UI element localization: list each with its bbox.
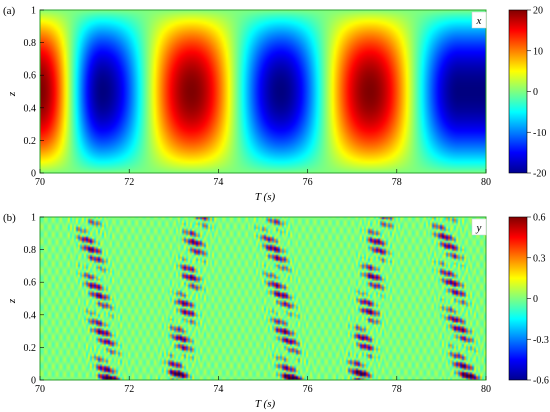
x-tick-label-a-2: 74 <box>213 177 223 188</box>
y-axis-a: 0 0.2 0.4 0.6 0.8 1 <box>24 6 44 180</box>
legend-box-b <box>471 218 487 236</box>
y-tick-label-a-4: 0.8 <box>24 38 37 49</box>
colorbar-tick-label-a-4: -20 <box>533 169 546 180</box>
x-tick-label-a-1: 72 <box>124 177 134 188</box>
x-tick-label-a-5: 80 <box>481 177 491 188</box>
y-tick-label-b-0: 0 <box>31 376 36 387</box>
y-tick-label-b-3: 0.6 <box>24 278 37 289</box>
y-tick-label-a-1: 0.2 <box>24 136 37 147</box>
x-axis-label-b: T (s) <box>255 398 276 410</box>
legend-label-b: y <box>476 222 482 234</box>
colorbar-ticks-b: 0.6 0.3 0 -0.3 -0.6 <box>527 213 549 387</box>
y-axis-label-b: z <box>6 298 18 304</box>
colorbar-tick-label-b-0: 0.6 <box>533 213 546 224</box>
x-tick-label-b-5: 80 <box>481 384 491 395</box>
y-tick-label-a-5: 1 <box>31 6 36 17</box>
y-tick-label-a-3: 0.6 <box>24 71 37 82</box>
colorbar-tick-label-b-4: -0.6 <box>533 376 549 387</box>
colorbar-tick-label-a-0: 20 <box>533 6 543 17</box>
y-tick-label-b-4: 0.8 <box>24 245 37 256</box>
plot-frame-a <box>39 9 487 174</box>
x-tick-label-b-0: 70 <box>35 384 45 395</box>
panel-label-a: (a) <box>3 5 16 17</box>
x-tick-label-a-3: 76 <box>303 177 313 188</box>
legend-box-a <box>471 11 487 29</box>
x-axis-b: 70 72 74 76 78 80 <box>35 376 491 395</box>
x-tick-label-b-3: 76 <box>303 384 313 395</box>
y-axis-label-a: z <box>6 91 18 97</box>
y-tick-label-b-1: 0.2 <box>24 343 37 354</box>
colorbar-tick-label-a-3: -10 <box>533 128 546 139</box>
x-tick-label-b-4: 78 <box>392 384 402 395</box>
panel-b: (b) 70 72 74 76 78 80 00.20.40.60.81 z T (s) … <box>3 212 549 410</box>
colorbar-a <box>508 9 528 174</box>
colorbar-tick-label-b-2: 0 <box>533 294 538 305</box>
y-tick-label-a-2: 0.4 <box>24 103 37 114</box>
x-axis-label-a: T (s) <box>255 191 276 203</box>
panel-label-b: (b) <box>3 212 16 224</box>
x-tick-label-a-4: 78 <box>392 177 402 188</box>
y-tick-label-b-5: 1 <box>31 213 36 224</box>
colorbar-ticks-a: 20 10 0 -10 -20 <box>527 6 546 180</box>
y-tick-label-a-0: 0 <box>31 169 36 180</box>
plot-frame-b <box>39 216 487 381</box>
x-axis-a: 70 72 74 76 78 80 <box>35 169 491 188</box>
heatmap-b <box>40 217 486 380</box>
colorbar-b <box>508 216 528 381</box>
legend-label-a: x <box>476 15 482 27</box>
colorbar-tick-label-a-1: 10 <box>533 46 543 57</box>
colorbar-tick-label-b-1: 0.3 <box>533 253 546 264</box>
x-tick-label-b-1: 72 <box>124 384 134 395</box>
y-axis-b: 0 0.2 0.4 0.6 0.8 1 <box>24 213 44 387</box>
colorbar-tick-label-a-2: 0 <box>533 87 538 98</box>
heatmap-a <box>40 10 486 173</box>
x-tick-label-a-0: 70 <box>35 177 45 188</box>
y-tick-label-b-2: 0.4 <box>24 310 37 321</box>
x-tick-label-b-2: 74 <box>213 384 223 395</box>
colorbar-tick-label-b-3: -0.3 <box>533 335 549 346</box>
panel-a: (a) 70 72 74 76 78 80 00.20.40.60.81 z T (s) … <box>3 5 546 203</box>
